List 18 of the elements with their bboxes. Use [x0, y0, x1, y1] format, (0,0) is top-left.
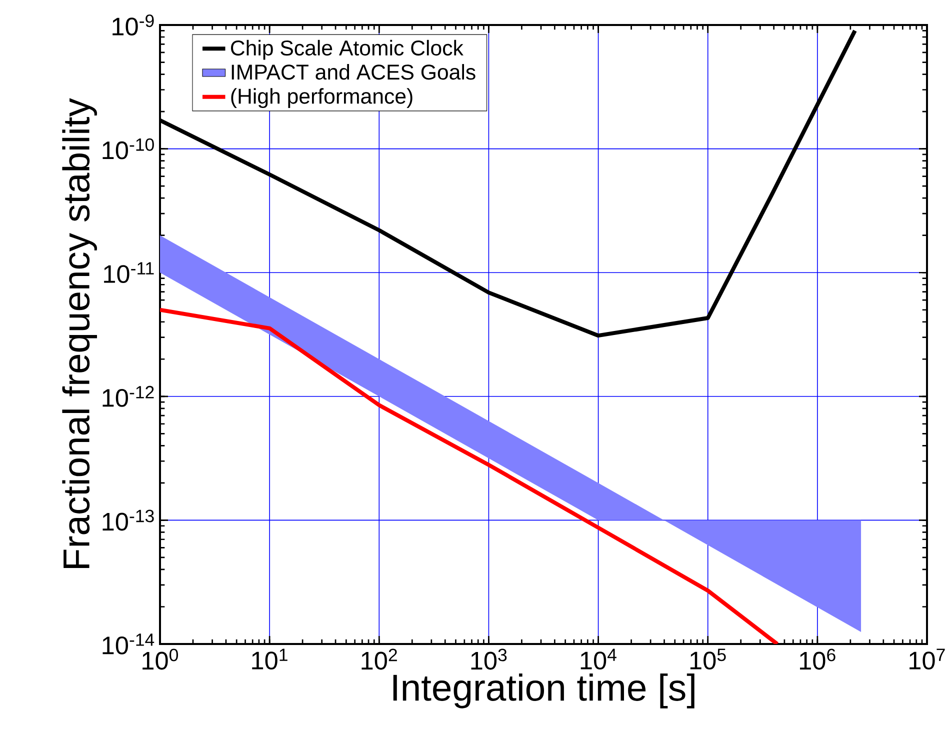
x-tick-label: 10$^{5}$	[690, 648, 726, 670]
y-tick-label: 10$^{-10}$	[102, 138, 154, 160]
x-tick-label: 10$^{3}$	[471, 648, 507, 670]
y-axis-title: Fractional frequency stability	[62, 98, 97, 568]
x-tick-label: 10$^{7}$	[910, 648, 945, 670]
x-tick-label: 10$^{1}$	[252, 648, 288, 670]
legend-label: Chip Scale Atomic Clock	[231, 40, 464, 60]
x-tick-label: 10$^{2}$	[362, 648, 397, 670]
y-tick-label: 10$^{-12}$	[102, 386, 154, 407]
y-tick-label: 10$^{-11}$	[104, 262, 154, 284]
x-tick-label: 10$^{0}$	[142, 648, 178, 670]
x-tick-label: 10$^{6}$	[800, 648, 836, 670]
y-tick-label: 10$^{-9}$	[112, 14, 154, 36]
x-tick-label: 10$^{4}$	[580, 648, 616, 670]
legend-label: IMPACT and ACES Goals	[232, 64, 476, 80]
legend-label: (High performance)	[231, 88, 412, 108]
x-axis-title: Integration time [s]	[393, 674, 694, 708]
y-tick-label: 10$^{-13}$	[102, 510, 154, 531]
